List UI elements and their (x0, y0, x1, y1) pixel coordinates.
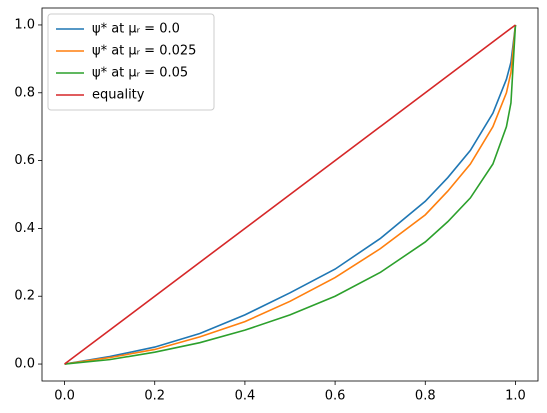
y-tick-label: 0.8 (14, 85, 35, 100)
y-tick-label: 0.0 (14, 357, 35, 372)
y-tick-label: 0.6 (14, 153, 35, 168)
y-tick-label: 0.2 (14, 289, 35, 304)
legend-label: ψ* at μᵣ = 0.05 (92, 66, 188, 81)
series-line (64, 24, 517, 365)
series-line (64, 24, 517, 365)
legend-label: ψ* at μᵣ = 0.0 (92, 22, 180, 37)
y-tick-label: 0.4 (14, 221, 35, 236)
x-tick-label: 0.6 (325, 389, 346, 404)
series-line (64, 24, 517, 365)
legend-label: equality (92, 88, 145, 103)
plot-frame (41, 7, 539, 382)
x-tick-label: 1.0 (505, 389, 526, 404)
x-tick-label: 0.2 (144, 389, 165, 404)
x-tick-label: 0.0 (54, 389, 75, 404)
legend-box (47, 13, 215, 111)
y-tick-label: 1.0 (14, 17, 35, 32)
x-tick-label: 0.4 (235, 389, 256, 404)
series-line (64, 24, 516, 365)
x-tick-label: 0.8 (415, 389, 436, 404)
legend-label: ψ* at μᵣ = 0.025 (92, 44, 196, 59)
